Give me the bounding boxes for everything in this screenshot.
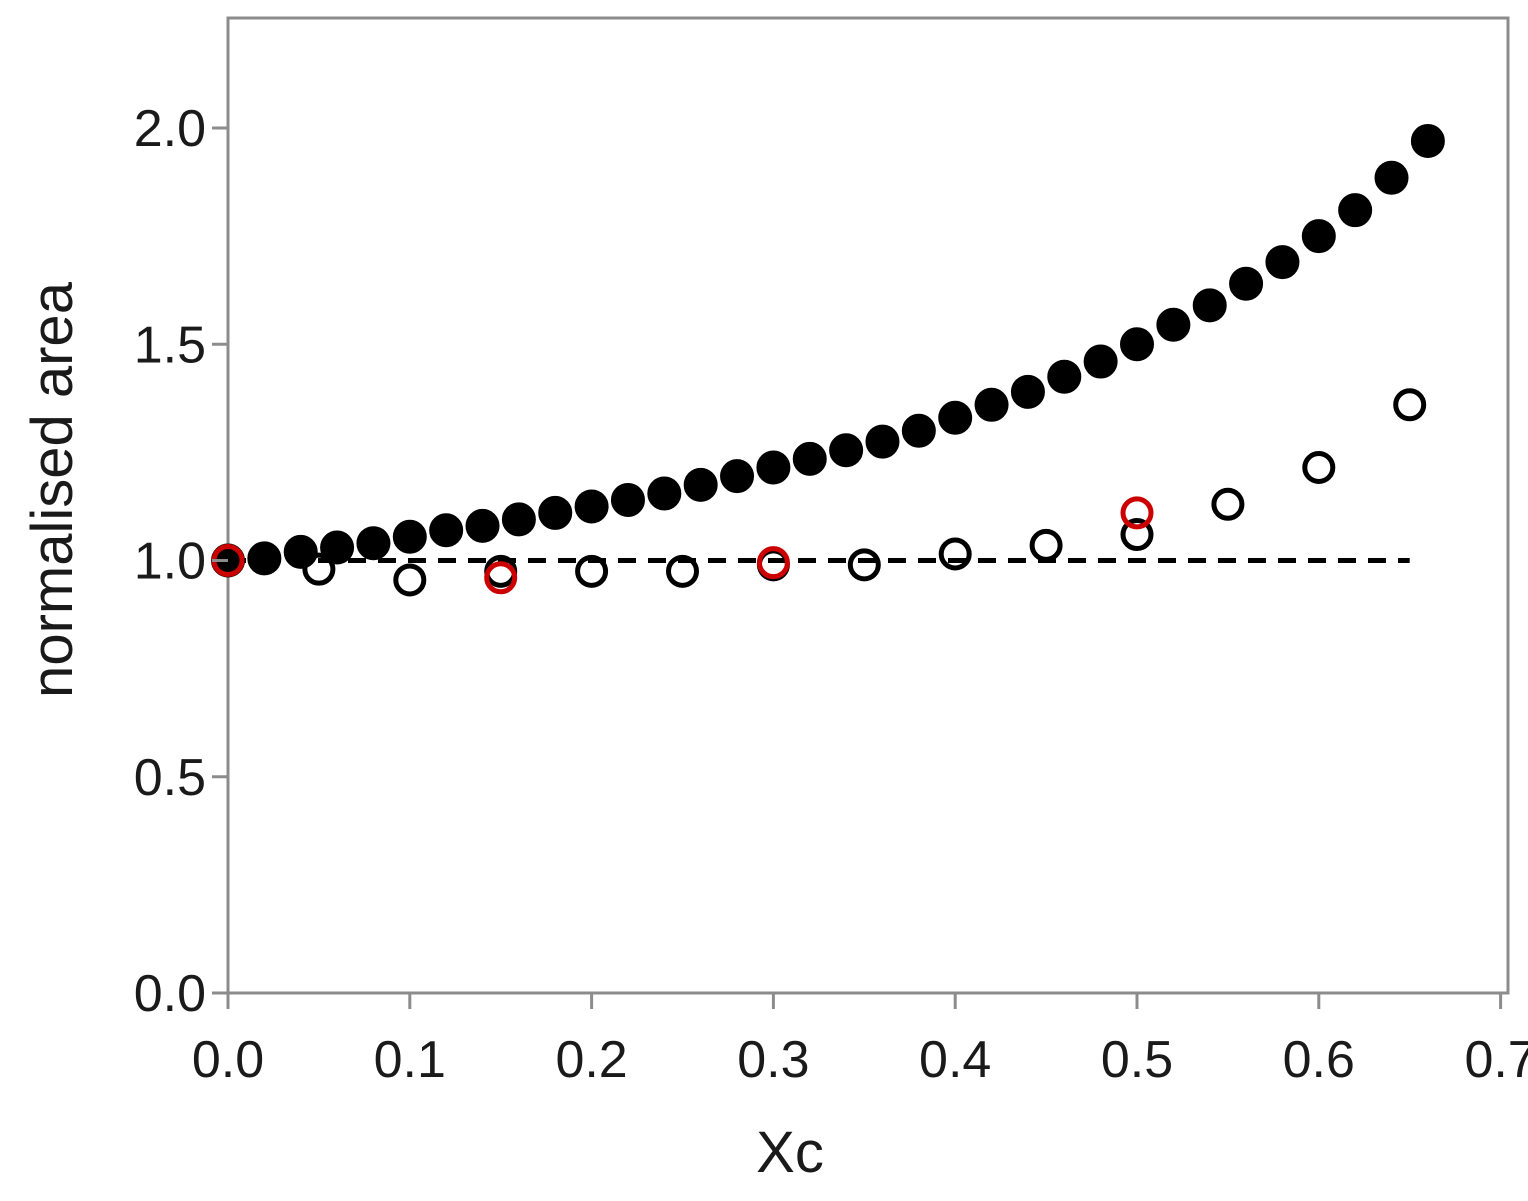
y-tick-label: 1.0	[134, 533, 206, 591]
filled-data-point	[1120, 327, 1154, 362]
x-tick-label: 0.3	[737, 1031, 809, 1089]
open-data-point	[575, 554, 609, 588]
x-tick-label: 0.7	[1464, 1031, 1528, 1089]
filled-data-point	[320, 530, 355, 565]
filled-data-point	[1301, 219, 1336, 254]
x-tick-label: 0.1	[374, 1031, 446, 1089]
y-tick-label: 2.0	[134, 100, 206, 158]
filled-data-point	[1338, 193, 1373, 228]
filled-data-point	[647, 476, 682, 511]
y-axis-title: normalised area	[20, 281, 85, 698]
x-tick-label: 0.4	[919, 1031, 991, 1089]
open-data-point	[1120, 518, 1154, 552]
open-data-point	[666, 554, 699, 588]
filled-data-point	[1156, 307, 1191, 342]
red-open-data-point	[756, 546, 790, 580]
filled-data-point	[356, 526, 391, 561]
filled-data-point	[756, 450, 791, 485]
filled-data-point	[1265, 245, 1300, 280]
plot-frame	[226, 16, 1510, 995]
filled-data-point	[429, 513, 464, 548]
filled-data-point	[829, 433, 864, 468]
filled-data-point	[1047, 359, 1082, 394]
filled-data-point	[792, 441, 827, 476]
open-data-point	[1029, 528, 1063, 562]
filled-data-point	[574, 489, 609, 524]
filled-data-point	[465, 508, 500, 543]
filled-data-point	[247, 541, 282, 576]
y-tick-label: 0.5	[134, 749, 206, 807]
filled-data-point	[1010, 374, 1045, 409]
filled-data-point	[1410, 123, 1445, 158]
data-points	[211, 123, 1445, 597]
filled-data-point	[1083, 344, 1118, 379]
filled-data-point	[501, 502, 536, 537]
filled-data-point	[938, 400, 973, 435]
plot-border	[226, 16, 1510, 995]
filled-data-point	[974, 387, 1009, 422]
x-tick-label: 0.5	[1101, 1031, 1173, 1089]
open-data-point	[1393, 388, 1427, 422]
open-data-point	[1302, 451, 1336, 485]
x-tick-label: 0.6	[1283, 1031, 1355, 1089]
open-data-point	[1211, 487, 1245, 521]
x-axis-ticks: 0.0 0.1 0.2 0.3 0.4 0.5 0.6 0.7	[192, 993, 1528, 1089]
x-tick-label: 0.0	[192, 1031, 264, 1089]
open-data-point	[302, 552, 336, 586]
filled-data-point	[865, 424, 900, 459]
filled-data-point	[901, 413, 936, 448]
filled-data-point	[392, 519, 427, 554]
filled-data-point	[1192, 288, 1227, 323]
x-axis-title: Xc	[756, 1120, 824, 1185]
open-data-point	[393, 563, 427, 597]
filled-data-point	[683, 467, 718, 502]
red-open-data-point	[1120, 496, 1154, 530]
y-axis-ticks: 0.0 0.5 1.0 1.5 2.0	[134, 100, 228, 1023]
filled-data-point	[720, 459, 755, 494]
filled-data-point	[283, 534, 318, 569]
open-data-point	[847, 548, 881, 582]
red-open-data-point	[484, 561, 518, 595]
filled-data-point	[538, 495, 573, 530]
filled-data-point	[1374, 160, 1409, 195]
y-tick-label: 0.0	[134, 965, 206, 1023]
filled-data-point	[1229, 266, 1264, 301]
filled-data-point	[610, 482, 645, 517]
x-tick-label: 0.2	[555, 1031, 627, 1089]
open-data-point	[938, 537, 972, 571]
y-tick-label: 1.5	[134, 316, 206, 374]
